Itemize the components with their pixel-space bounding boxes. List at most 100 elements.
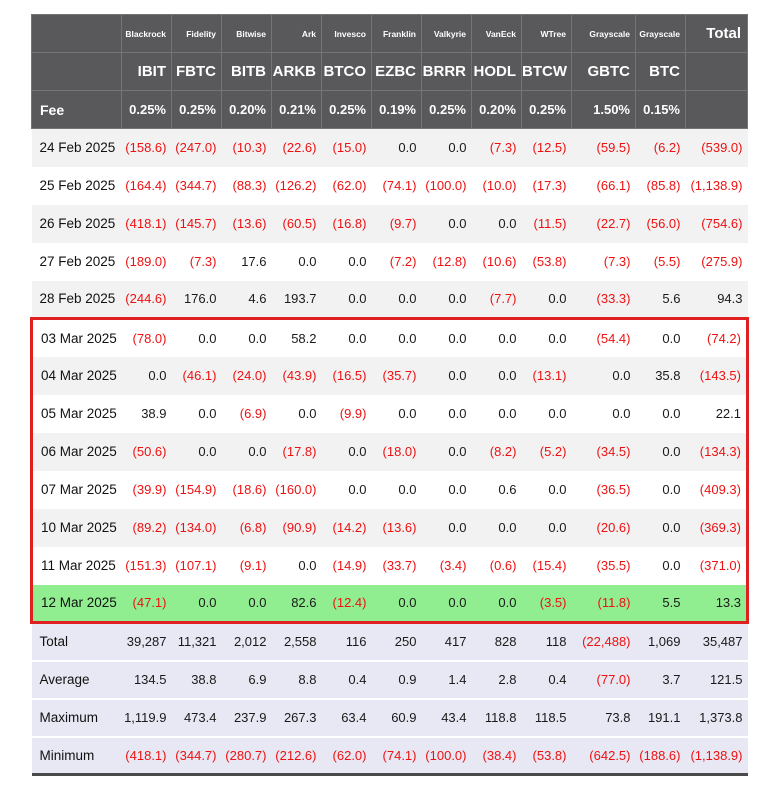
summary-label-cell: Minimum bbox=[31, 736, 122, 776]
flow-value-cell: 0.0 bbox=[271, 242, 322, 281]
fee-value: 0.25% bbox=[121, 90, 172, 129]
table-body: 24 Feb 2025 (158.6) (247.0) (10.3) (22.6) (15… bbox=[30, 128, 749, 624]
summary-value-cell: 43.4 bbox=[421, 698, 472, 738]
flow-value-cell: (60.5) bbox=[271, 204, 322, 243]
data-row: 24 Feb 2025 (158.6) (247.0) (10.3) (22.6) (15… bbox=[31, 128, 748, 167]
flow-value-cell: (145.7) bbox=[171, 204, 222, 243]
flow-value-cell: 0.0 bbox=[271, 546, 322, 585]
flow-value-cell: (6.9) bbox=[221, 394, 272, 433]
date-cell: 04 Mar 2025 bbox=[30, 356, 122, 395]
summary-value-cell: (344.7) bbox=[171, 736, 222, 776]
flow-value-cell: 0.0 bbox=[521, 280, 572, 319]
flow-value-cell: (158.6) bbox=[121, 128, 172, 167]
date-cell: 28 Feb 2025 bbox=[31, 280, 122, 319]
data-row: 25 Feb 2025 (164.4) (344.7) (88.3) (126.2) (6… bbox=[31, 166, 748, 205]
flow-value-cell: 94.3 bbox=[685, 280, 748, 319]
flow-value-cell: (47.1) bbox=[121, 584, 172, 624]
flow-value-cell: (344.7) bbox=[171, 166, 222, 205]
flow-value-cell: 58.2 bbox=[271, 317, 322, 357]
flow-value-cell: 38.9 bbox=[121, 394, 172, 433]
summary-value-cell: 8.8 bbox=[271, 660, 322, 700]
flow-value-cell: 0.0 bbox=[321, 280, 372, 319]
flow-value-cell: (66.1) bbox=[571, 166, 636, 205]
table-head: Blackrock Fidelity Bitwise Ark Invesco Frankl… bbox=[31, 14, 748, 129]
flow-value-cell: 0.0 bbox=[471, 508, 522, 547]
flow-value-cell: (5.5) bbox=[635, 242, 686, 281]
flow-value-cell: (56.0) bbox=[635, 204, 686, 243]
flow-value-cell: (754.6) bbox=[685, 204, 748, 243]
provider-header: Blackrock bbox=[121, 14, 172, 53]
date-cell: 07 Mar 2025 bbox=[30, 470, 122, 509]
summary-row: Maximum 1,119.9 473.4 237.9 267.3 63.4 60.9 43.… bbox=[31, 698, 748, 738]
summary-row: Average 134.5 38.8 6.9 8.8 0.4 0.9 1.4 2.8 0.4 (77… bbox=[31, 660, 748, 700]
flow-value-cell: (22.7) bbox=[571, 204, 636, 243]
data-row: 11 Mar 2025 (151.3) (107.1) (9.1) 0.0 (14.9)(… bbox=[30, 546, 749, 585]
summary-value-cell: (418.1) bbox=[121, 736, 172, 776]
flow-value-cell: 0.0 bbox=[171, 584, 222, 624]
flow-value-cell: 0.0 bbox=[471, 204, 522, 243]
summary-value-cell: 237.9 bbox=[221, 698, 272, 738]
flow-value-cell: (7.2) bbox=[371, 242, 422, 281]
summary-value-cell: 0.9 bbox=[371, 660, 422, 700]
summary-value-cell: 191.1 bbox=[635, 698, 686, 738]
flow-value-cell: (50.6) bbox=[121, 432, 172, 471]
flow-value-cell: (16.5) bbox=[321, 356, 372, 395]
flow-value-cell: (9.9) bbox=[321, 394, 372, 433]
ticker-header: BTC bbox=[635, 52, 686, 91]
corner-cell bbox=[685, 52, 748, 91]
date-cell: 27 Feb 2025 bbox=[31, 242, 122, 281]
summary-value-cell: 134.5 bbox=[121, 660, 172, 700]
flow-value-cell: 0.0 bbox=[421, 356, 472, 395]
fee-label: Fee bbox=[31, 90, 122, 129]
flow-value-cell: (24.0) bbox=[221, 356, 272, 395]
fee-value: 0.20% bbox=[471, 90, 522, 129]
flow-value-cell: 0.0 bbox=[371, 584, 422, 624]
flow-value-cell: (13.1) bbox=[521, 356, 572, 395]
fee-value: 0.15% bbox=[635, 90, 686, 129]
ticker-header: EZBC bbox=[371, 52, 422, 91]
ticker-header: BTCO bbox=[321, 52, 372, 91]
fee-value: 0.19% bbox=[371, 90, 422, 129]
flow-value-cell: (275.9) bbox=[685, 242, 748, 281]
flow-value-cell: 0.0 bbox=[171, 317, 222, 357]
summary-value-cell: 2,012 bbox=[221, 622, 272, 662]
summary-value-cell: 35,487 bbox=[685, 622, 748, 662]
flow-value-cell: 0.0 bbox=[221, 432, 272, 471]
summary-value-cell: (22,488) bbox=[571, 622, 636, 662]
date-cell: 25 Feb 2025 bbox=[31, 166, 122, 205]
flow-value-cell: 5.6 bbox=[635, 280, 686, 319]
data-row: 27 Feb 2025 (189.0) (7.3) 17.6 0.0 0.0 (7.2) (1… bbox=[31, 242, 748, 281]
flow-value-cell: 0.0 bbox=[421, 394, 472, 433]
flow-value-cell: (418.1) bbox=[121, 204, 172, 243]
flow-value-cell: 0.0 bbox=[321, 317, 372, 357]
flow-value-cell: (54.4) bbox=[571, 317, 636, 357]
summary-value-cell: 473.4 bbox=[171, 698, 222, 738]
ticker-header: ARKB bbox=[271, 52, 322, 91]
summary-value-cell: 38.8 bbox=[171, 660, 222, 700]
flow-value-cell: (134.3) bbox=[685, 432, 749, 471]
flow-value-cell: (3.4) bbox=[421, 546, 472, 585]
flow-value-cell: 0.0 bbox=[635, 470, 686, 509]
flow-value-cell: (78.0) bbox=[121, 317, 172, 357]
flow-value-cell: (11.5) bbox=[521, 204, 572, 243]
flow-value-cell: (7.7) bbox=[471, 280, 522, 319]
provider-header: Ark bbox=[271, 14, 322, 53]
flow-value-cell: (7.3) bbox=[471, 128, 522, 167]
flow-value-cell: (14.2) bbox=[321, 508, 372, 547]
provider-header: Fidelity bbox=[171, 14, 222, 53]
summary-value-cell: 116 bbox=[321, 622, 372, 662]
flow-value-cell: (74.1) bbox=[371, 166, 422, 205]
flow-value-cell: (18.6) bbox=[221, 470, 272, 509]
summary-value-cell: 1,373.8 bbox=[685, 698, 748, 738]
flow-value-cell: 0.0 bbox=[521, 394, 572, 433]
summary-value-cell: 0.4 bbox=[521, 660, 572, 700]
provider-header: VanEck bbox=[471, 14, 522, 53]
flow-value-cell: (15.4) bbox=[521, 546, 572, 585]
summary-value-cell: (74.1) bbox=[371, 736, 422, 776]
fee-row: Fee 0.25% 0.25% 0.20% 0.21% 0.25% 0.19% 0.25% 0.… bbox=[31, 90, 748, 129]
flow-value-cell: (46.1) bbox=[171, 356, 222, 395]
flow-value-cell: 0.0 bbox=[171, 432, 222, 471]
data-row: 04 Mar 2025 0.0 (46.1) (24.0) (43.9) (16.5) (3… bbox=[30, 356, 749, 395]
flow-value-cell: (539.0) bbox=[685, 128, 748, 167]
